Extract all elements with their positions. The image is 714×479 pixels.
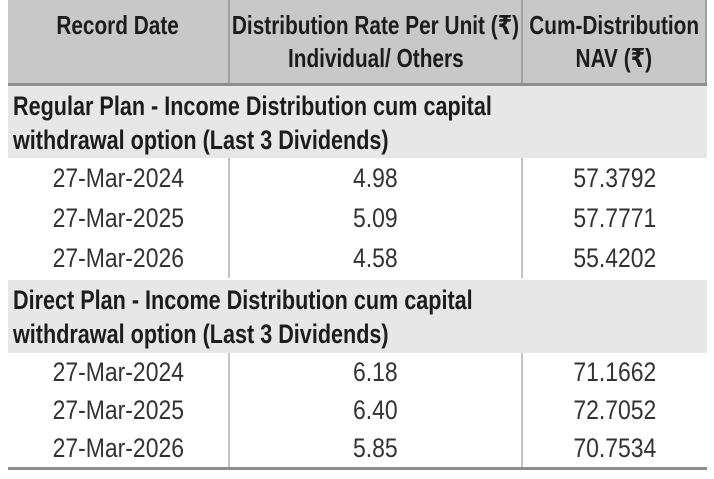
nav-cell: 72.7052 <box>523 391 707 429</box>
cum-distribution-nav-column-header: Cum-Distribution NAV (₹) <box>523 0 707 83</box>
nav-value: 71.1662 <box>573 356 657 387</box>
rate-cell: 6.18 <box>230 353 523 391</box>
nav-cell: 71.1662 <box>523 353 707 391</box>
record-date-value: 27-Mar-2025 <box>52 202 184 233</box>
record-date-value: 27-Mar-2025 <box>52 394 184 425</box>
regular-plan-title-line2: withdrawal option (Last 3 Dividends) <box>13 125 389 155</box>
record-date-value: 27-Mar-2024 <box>52 162 184 193</box>
distribution-rate-column-header: Distribution Rate Per Unit (₹) Individua… <box>230 0 523 83</box>
record-date-value: 27-Mar-2024 <box>52 356 184 387</box>
direct-plan-title-line1: Direct Plan - Income Distribution cum ca… <box>13 285 473 315</box>
table-row: 27-Mar-2026 5.85 70.7534 <box>8 429 707 467</box>
record-date-column-header: Record Date <box>8 0 230 83</box>
rate-value: 4.58 <box>353 242 398 273</box>
nav-value: 57.7771 <box>573 202 657 233</box>
table-row: 27-Mar-2024 6.18 71.1662 <box>8 353 707 391</box>
record-date-value: 27-Mar-2026 <box>52 242 184 273</box>
cum-distribution-label: Cum-Distribution <box>529 10 699 40</box>
section-title-regular-plan: Regular Plan - Income Distribution cum c… <box>8 86 707 158</box>
dividend-history-table: Record Date Distribution Rate Per Unit (… <box>8 0 707 470</box>
record-date-cell: 27-Mar-2024 <box>8 353 230 391</box>
nav-value: 57.3792 <box>573 162 657 193</box>
direct-plan-title-line2: withdrawal option (Last 3 Dividends) <box>13 319 389 349</box>
nav-value: 70.7534 <box>573 432 657 463</box>
distribution-rate-label: Distribution Rate Per Unit (₹) <box>231 10 520 40</box>
rate-value: 6.40 <box>353 394 398 425</box>
nav-value: 72.7052 <box>573 394 657 425</box>
rate-cell: 4.98 <box>230 158 523 198</box>
table-header-row: Record Date Distribution Rate Per Unit (… <box>8 0 707 86</box>
record-date-label: Record Date <box>56 10 180 40</box>
individual-others-label: Individual/ Others <box>287 43 464 73</box>
nav-cell: 70.7534 <box>523 429 707 467</box>
record-date-cell: 27-Mar-2025 <box>8 391 230 429</box>
direct-plan-rows: 27-Mar-2024 6.18 71.1662 27-Mar-2025 6.4… <box>8 353 707 467</box>
record-date-cell: 27-Mar-2024 <box>8 158 230 198</box>
table-row: 27-Mar-2025 5.09 57.7771 <box>8 198 707 238</box>
table-row: 27-Mar-2026 4.58 55.4202 <box>8 238 707 278</box>
rate-value: 5.09 <box>353 202 398 233</box>
rate-cell: 5.09 <box>230 198 523 238</box>
record-date-cell: 27-Mar-2025 <box>8 198 230 238</box>
nav-cell: 57.7771 <box>523 198 707 238</box>
rate-value: 5.85 <box>353 432 398 463</box>
nav-cell: 55.4202 <box>523 238 707 278</box>
nav-value: 55.4202 <box>573 242 657 273</box>
table-row: 27-Mar-2024 4.98 57.3792 <box>8 158 707 198</box>
nav-cell: 57.3792 <box>523 158 707 198</box>
rate-cell: 6.40 <box>230 391 523 429</box>
rate-cell: 4.58 <box>230 238 523 278</box>
regular-plan-title-line1: Regular Plan - Income Distribution cum c… <box>13 91 492 121</box>
rate-value: 6.18 <box>353 356 398 387</box>
record-date-cell: 27-Mar-2026 <box>8 429 230 467</box>
record-date-cell: 27-Mar-2026 <box>8 238 230 278</box>
rate-cell: 5.85 <box>230 429 523 467</box>
record-date-value: 27-Mar-2026 <box>52 432 184 463</box>
table-row: 27-Mar-2025 6.40 72.7052 <box>8 391 707 429</box>
nav-label: NAV (₹) <box>575 43 653 73</box>
rate-value: 4.98 <box>353 162 398 193</box>
regular-plan-rows: 27-Mar-2024 4.98 57.3792 27-Mar-2025 5.0… <box>8 158 707 278</box>
table-bottom-border <box>8 467 707 470</box>
section-title-direct-plan: Direct Plan - Income Distribution cum ca… <box>8 280 707 353</box>
